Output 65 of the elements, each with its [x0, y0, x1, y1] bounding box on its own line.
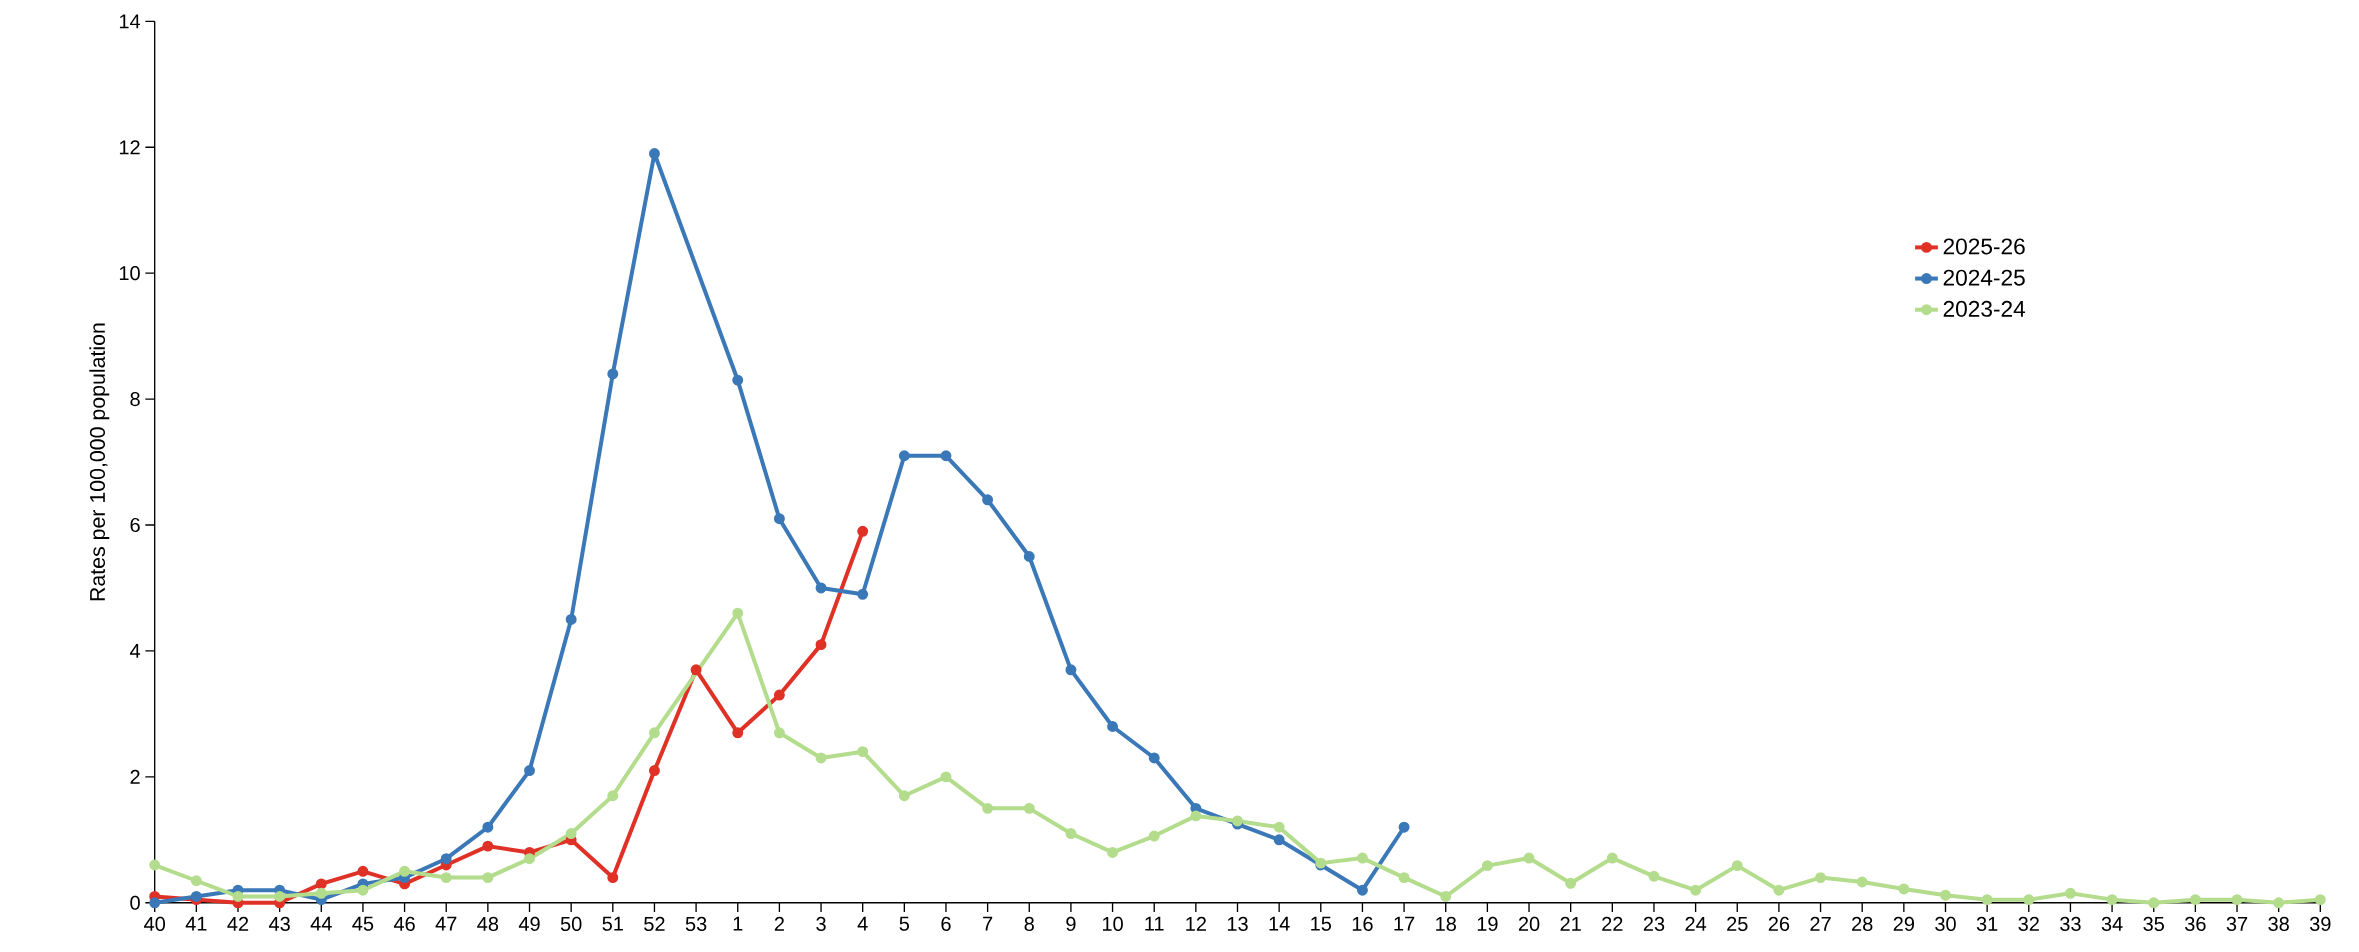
x-tick-label: 18	[1436, 916, 1456, 931]
x-tick-label: 4	[857, 916, 868, 931]
x-tick-label: 16	[1352, 916, 1373, 931]
legend-label: 2025-26	[1943, 238, 2025, 255]
x-tick-label: 12	[1186, 916, 1206, 931]
y-tick-label: 12	[119, 140, 140, 155]
legend-label: 2024-25	[1943, 269, 2025, 286]
x-tick-label: 27	[1810, 916, 1831, 931]
x-tick-label: 33	[2060, 916, 2081, 931]
x-tick-label: 6	[941, 916, 951, 931]
x-tick-label: 37	[2226, 916, 2248, 931]
y-tick-label: 14	[119, 14, 141, 29]
y-tick-label: 0	[130, 895, 140, 910]
x-tick-label: 40	[144, 916, 166, 931]
x-tick-label: 5	[899, 916, 910, 931]
x-tick-label: 38	[2268, 916, 2289, 931]
x-tick-label: 26	[1768, 916, 1790, 931]
y-tick-label: 8	[130, 391, 140, 407]
x-tick-label: 14	[1269, 916, 1290, 931]
x-tick-label: 35	[2143, 916, 2165, 931]
x-tick-label: 44	[310, 916, 332, 931]
x-tick-label: 11	[1145, 916, 1164, 931]
x-tick-label: 32	[2018, 916, 2039, 931]
x-tick-label: 51	[602, 916, 623, 931]
y-tick-label: 4	[129, 644, 141, 658]
x-tick-label: 15	[1311, 916, 1332, 931]
x-tick-label: 9	[1066, 916, 1076, 931]
x-tick-label: 8	[1024, 916, 1034, 931]
x-tick-label: 24	[1685, 916, 1707, 931]
x-tick-label: 39	[2309, 916, 2331, 931]
x-tick-label: 45	[352, 916, 374, 931]
x-tick-label: 3	[816, 916, 826, 931]
x-tick-label: 20	[1518, 916, 1540, 931]
x-tick-label: 19	[1477, 916, 1498, 931]
x-tick-label: 50	[560, 916, 582, 931]
x-tick-label: 48	[477, 916, 499, 931]
x-tick-label: 25	[1727, 916, 1748, 931]
x-tick-label: 30	[1935, 916, 1956, 931]
x-tick-label: 34	[2101, 916, 2123, 931]
x-tick-label: 10	[1102, 916, 1123, 931]
x-tick-label: 13	[1227, 916, 1248, 931]
y-tick-label: 2	[130, 769, 140, 784]
y-tick-label: 10	[119, 266, 140, 281]
x-tick-label: 49	[518, 916, 540, 931]
x-tick-label: 36	[2185, 916, 2206, 931]
x-tick-label: 7	[983, 916, 993, 931]
x-tick-label: 29	[1893, 916, 1914, 931]
x-tick-label: 23	[1643, 916, 1665, 931]
x-tick-label: 21	[1560, 916, 1581, 931]
x-tick-label: 47	[435, 916, 457, 931]
x-tick-label: 2	[774, 916, 784, 931]
x-tick-label: 1	[733, 916, 743, 931]
x-tick-label: 28	[1852, 916, 1873, 931]
x-tick-label: 31	[1976, 916, 1998, 931]
x-tick-label: 43	[268, 916, 290, 931]
x-tick-label: 42	[227, 916, 249, 931]
x-tick-label: 22	[1602, 916, 1623, 931]
x-tick-label: 41	[185, 916, 207, 931]
y-axis-title: Rates per 100,000 population	[89, 323, 110, 601]
y-tick-label: 6	[130, 517, 140, 533]
legend-label: 2023-24	[1943, 300, 2026, 317]
x-tick-label: 46	[393, 916, 415, 931]
x-tick-label: 52	[644, 916, 665, 931]
x-tick-label: 53	[685, 916, 707, 931]
x-tick-label: 17	[1394, 916, 1415, 931]
